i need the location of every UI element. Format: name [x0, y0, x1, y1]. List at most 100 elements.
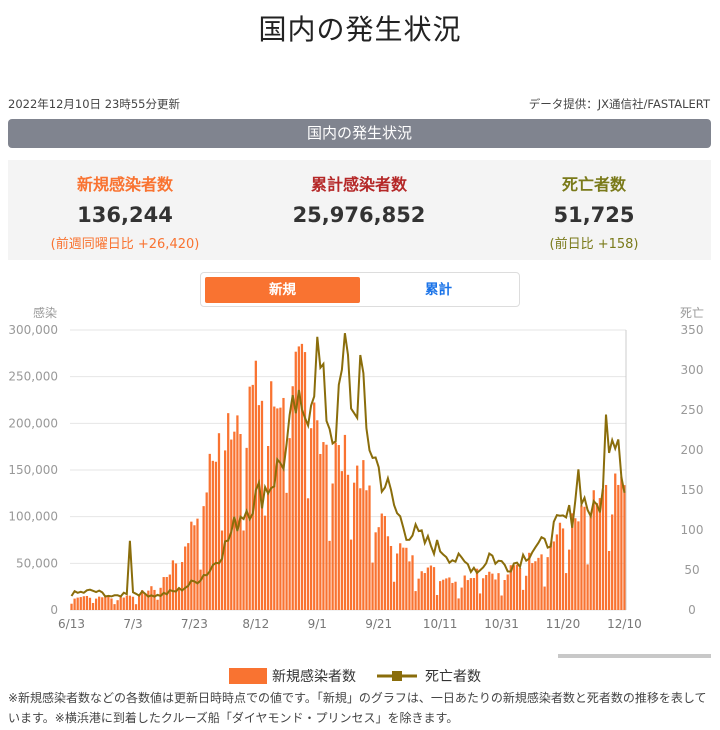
x-tick-label: 7/23	[181, 617, 208, 631]
tab-cumulative[interactable]: 累計	[361, 277, 516, 303]
case-bar	[457, 598, 460, 610]
case-bar	[73, 598, 76, 610]
case-bar	[494, 579, 497, 610]
case-bar	[251, 384, 254, 610]
case-bar	[137, 595, 141, 610]
case-bar	[134, 604, 138, 610]
case-bar	[116, 600, 119, 610]
case-bar	[417, 578, 420, 610]
case-bar	[199, 569, 202, 610]
case-bar	[595, 503, 598, 610]
case-bar	[518, 568, 522, 610]
case-bar	[549, 543, 552, 610]
case-bar	[598, 498, 602, 610]
case-bar	[187, 543, 190, 610]
stats-panel: 新規感染者数 136,244 (前週同曜日比 +26,420) 累計感染者数 2…	[8, 160, 711, 260]
chart-tabs: 新規 累計	[200, 272, 520, 307]
case-bar	[374, 532, 377, 610]
case-bar	[168, 574, 171, 610]
x-tick-label: 9/21	[365, 617, 392, 631]
tab-new[interactable]: 新規	[205, 277, 360, 303]
case-bar	[488, 571, 491, 610]
case-bar	[141, 590, 144, 610]
footnote: ※新規感染者数などの各数値は更新日時時点での値です。「新規」のグラフは、一日あた…	[8, 691, 707, 725]
left-tick-label: 50,000	[16, 556, 58, 570]
case-bar	[254, 360, 257, 610]
case-bar	[466, 580, 469, 610]
case-bar	[543, 586, 546, 610]
case-bar	[119, 595, 122, 610]
cases-deaths-chart: 0 50,000 100,000 150,000 200,000 250,000 300,0…	[8, 305, 704, 631]
stat-deaths-value: 51,725	[553, 203, 635, 227]
case-bar	[435, 594, 439, 610]
stat-new-cases: 新規感染者数 136,244 (前週同曜日比 +26,420)	[8, 160, 242, 252]
case-bar	[128, 595, 132, 610]
case-bar	[534, 561, 537, 610]
case-bar	[368, 485, 371, 610]
case-bar	[300, 343, 304, 610]
case-bar	[405, 547, 408, 610]
case-bar	[242, 530, 245, 610]
stat-total-cases: 累計感染者数 25,976,852	[242, 160, 476, 227]
case-bar	[389, 545, 393, 610]
stat-new-value: 136,244	[77, 203, 173, 227]
case-bar	[478, 593, 482, 610]
case-bar	[101, 597, 104, 610]
case-bar	[439, 581, 442, 610]
case-bar	[257, 405, 261, 610]
case-bar	[371, 562, 374, 610]
right-tick-label: 50	[684, 563, 699, 577]
case-bar	[343, 434, 347, 610]
case-bar	[291, 386, 294, 610]
legend-deaths-swatch	[377, 671, 417, 681]
case-bar	[273, 406, 276, 610]
case-bar	[205, 492, 208, 610]
case-bar	[402, 547, 405, 610]
case-bar	[276, 408, 279, 610]
cases-bars	[70, 343, 626, 610]
case-bar	[392, 581, 396, 610]
x-tick-label: 10/11	[423, 617, 458, 631]
case-bar	[180, 562, 184, 610]
case-bar	[211, 460, 214, 610]
case-bar	[506, 574, 509, 610]
case-bar	[156, 599, 159, 610]
case-bar	[263, 515, 267, 610]
x-tick-label: 8/12	[242, 617, 269, 631]
case-bar	[396, 553, 399, 610]
case-bar	[571, 513, 574, 610]
case-bar	[475, 568, 479, 610]
case-bar	[491, 573, 494, 610]
case-bar	[528, 552, 531, 610]
chart-scrollbar[interactable]	[558, 654, 711, 658]
left-tick-label: 0	[50, 603, 58, 617]
case-bar	[503, 579, 506, 610]
case-bar	[266, 445, 270, 610]
case-bar	[70, 603, 73, 610]
left-tick-label: 100,000	[8, 510, 58, 524]
right-tick-label: 250	[681, 403, 704, 417]
case-bar	[270, 381, 273, 610]
case-bar	[414, 591, 417, 610]
case-bar	[153, 589, 156, 610]
case-bar	[217, 433, 221, 610]
case-bar	[331, 483, 334, 610]
case-bar	[383, 516, 386, 610]
case-bar	[540, 554, 543, 610]
case-bar	[583, 506, 586, 610]
case-bar	[546, 557, 549, 610]
case-bar	[79, 597, 82, 610]
case-bar	[377, 527, 380, 610]
case-bar	[85, 595, 89, 610]
left-tick-label: 300,000	[8, 323, 58, 337]
case-bar	[531, 563, 534, 610]
case-bar	[220, 530, 224, 610]
legend-cases-swatch	[229, 668, 267, 684]
case-bar	[322, 442, 325, 610]
case-bar	[328, 540, 331, 610]
case-bar	[592, 490, 595, 610]
case-bar	[512, 565, 516, 610]
left-tick-label: 250,000	[8, 370, 58, 384]
case-bar	[125, 595, 128, 610]
case-bar	[429, 565, 433, 610]
